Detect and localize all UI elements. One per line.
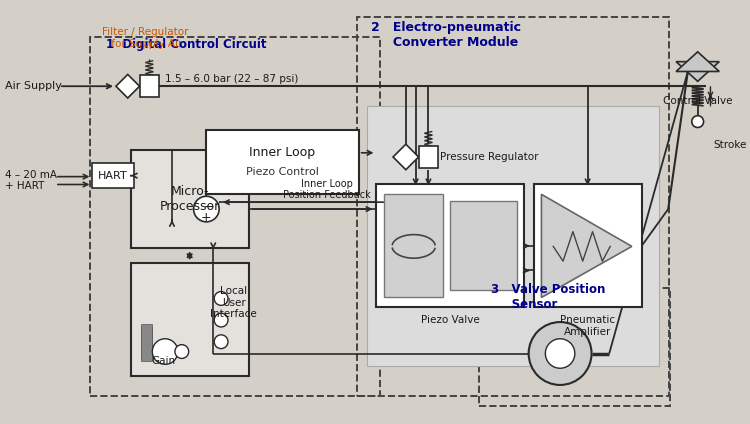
Text: Filter / Regulator
 for Supply Air: Filter / Regulator for Supply Air <box>102 27 189 49</box>
Polygon shape <box>676 61 719 81</box>
Text: +: + <box>201 212 211 224</box>
Bar <box>206 131 358 194</box>
Text: 2   Electro-pneumatic
     Converter Module: 2 Electro-pneumatic Converter Module <box>371 21 521 49</box>
Bar <box>130 150 248 248</box>
Text: Inner Loop: Inner Loop <box>250 146 316 159</box>
Bar <box>140 75 159 97</box>
Text: Control Valve: Control Valve <box>663 96 733 106</box>
Text: 1  Digital Control Circuit: 1 Digital Control Circuit <box>106 39 267 51</box>
Polygon shape <box>116 75 140 98</box>
Bar <box>376 184 524 307</box>
Polygon shape <box>676 52 719 72</box>
Bar <box>450 201 517 290</box>
Bar <box>384 194 443 298</box>
Text: Pneumatic
Amplifier: Pneumatic Amplifier <box>560 315 615 337</box>
Polygon shape <box>393 144 418 170</box>
Bar <box>140 327 152 358</box>
Bar <box>140 330 152 355</box>
Bar <box>478 287 670 406</box>
Text: Local
User
Interface: Local User Interface <box>211 286 257 319</box>
Text: Inner Loop
Position Feedback: Inner Loop Position Feedback <box>284 179 371 200</box>
Text: Air Supply: Air Supply <box>5 81 62 91</box>
Bar <box>130 263 248 376</box>
Bar <box>533 184 642 307</box>
Bar <box>140 333 152 352</box>
Bar <box>367 106 659 366</box>
Text: −: − <box>204 201 214 214</box>
Text: 1.5 – 6.0 bar (22 – 87 psi): 1.5 – 6.0 bar (22 – 87 psi) <box>165 74 298 84</box>
Bar <box>140 336 152 349</box>
Circle shape <box>545 339 574 368</box>
Text: Piezo Valve: Piezo Valve <box>421 315 479 325</box>
Bar <box>357 17 669 396</box>
Circle shape <box>214 335 228 349</box>
Text: Piezo Control: Piezo Control <box>246 167 319 177</box>
Text: Stroke: Stroke <box>713 140 747 150</box>
Text: Gain: Gain <box>151 356 176 366</box>
Circle shape <box>152 339 178 364</box>
Text: Micro-
Processor: Micro- Processor <box>160 185 220 213</box>
Polygon shape <box>542 194 632 298</box>
Circle shape <box>175 345 189 358</box>
Text: 3   Valve Position
     Sensor: 3 Valve Position Sensor <box>491 284 606 312</box>
Circle shape <box>529 322 592 385</box>
Circle shape <box>692 116 703 128</box>
Circle shape <box>214 292 228 305</box>
Bar <box>92 163 134 188</box>
Bar <box>140 324 152 361</box>
Circle shape <box>214 313 228 327</box>
Circle shape <box>194 196 219 222</box>
Text: HART: HART <box>98 170 128 181</box>
Text: 4 – 20 mA
+ HART: 4 – 20 mA + HART <box>5 170 57 191</box>
Bar <box>91 37 380 396</box>
Bar <box>419 146 438 168</box>
Text: Pressure Regulator: Pressure Regulator <box>440 152 538 162</box>
Bar <box>140 339 152 347</box>
